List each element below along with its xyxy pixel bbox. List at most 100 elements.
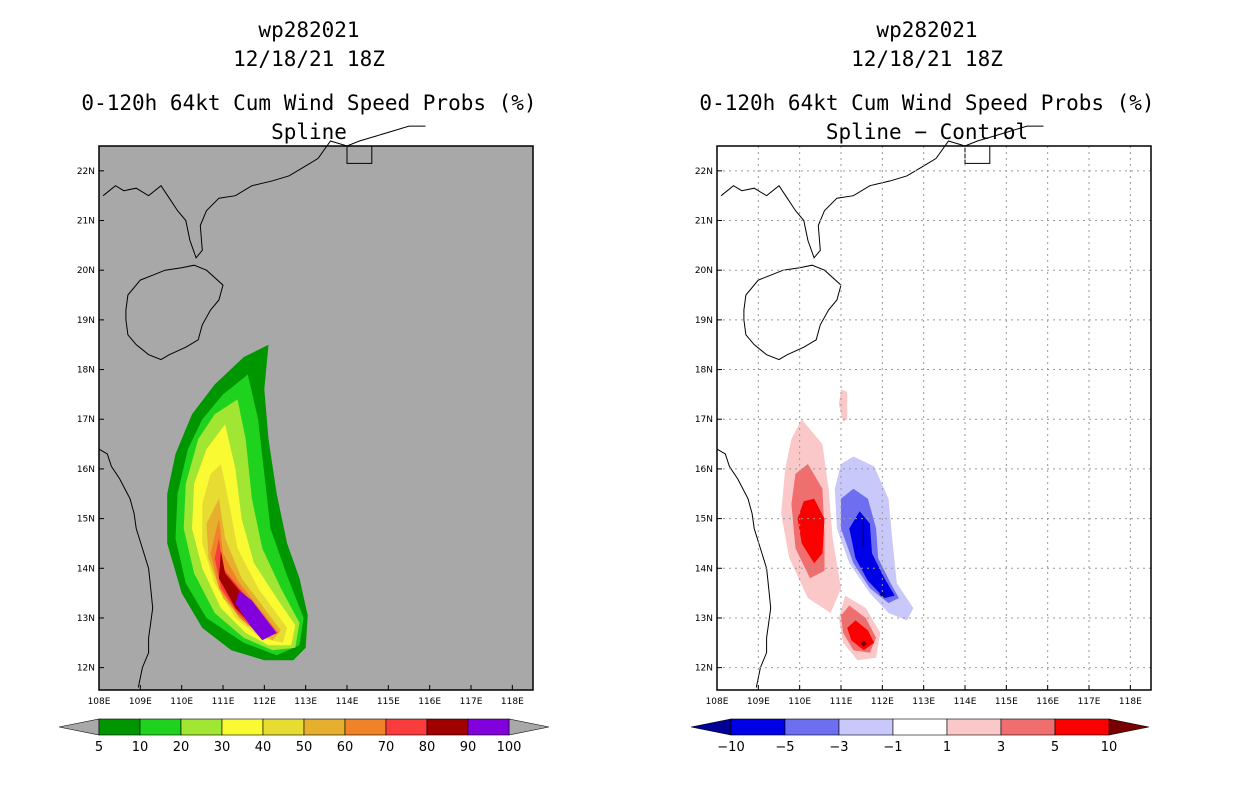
x-tick-label: 116E	[1036, 697, 1059, 707]
x-tick-label: 111E	[830, 697, 853, 707]
left-storm-id: wp282021	[258, 18, 360, 42]
y-tick-label: 14N	[77, 564, 95, 574]
x-tick-label: 116E	[418, 697, 441, 707]
y-tick-label: 19N	[77, 316, 95, 326]
y-tick-label: 13N	[695, 614, 713, 624]
colorbar-cell	[892, 718, 948, 736]
south-china-coastline	[720, 125, 1044, 259]
probability-band	[202, 464, 288, 643]
colorbar-label: −10	[717, 740, 744, 755]
colorbar-label: 90	[460, 740, 477, 755]
colorbar-cell	[784, 718, 840, 736]
colorbar-label: −5	[775, 740, 794, 755]
x-tick-label: 117E	[1078, 697, 1101, 707]
difference-band	[862, 521, 865, 546]
y-tick-label: 18N	[77, 366, 95, 376]
colorbar-label: 5	[95, 740, 103, 755]
x-tick-label: 118E	[501, 697, 524, 707]
colorbar-label: 30	[214, 740, 231, 755]
colorbar-label: 10	[1101, 740, 1118, 755]
difference-band	[849, 511, 895, 599]
colorbar-label: 10	[132, 740, 149, 755]
y-tick-label: 15N	[77, 515, 95, 525]
x-tick-label: 115E	[995, 697, 1018, 707]
y-tick-label: 20N	[77, 266, 95, 276]
right-product-title: 0-120h 64kt Cum Wind Speed Probs (%)	[699, 91, 1155, 115]
colorbar-cell	[946, 718, 1002, 736]
x-tick-label: 118E	[1119, 697, 1142, 707]
colorbar-label: 60	[337, 740, 354, 755]
colorbar-label: 100	[497, 740, 522, 755]
vietnam-coastline	[98, 448, 154, 688]
colorbar-cell	[98, 718, 141, 736]
x-tick-label: 113E	[294, 697, 317, 707]
y-tick-label: 14N	[695, 564, 713, 574]
difference-band	[860, 640, 867, 647]
x-tick-label: 113E	[912, 697, 935, 707]
colorbar-cell	[180, 718, 223, 736]
probability-contours	[167, 344, 308, 661]
colorbar-cell	[730, 718, 786, 736]
y-tick-label: 22N	[695, 167, 713, 177]
colorbar-cell	[838, 718, 894, 736]
south-china-coastline	[102, 125, 426, 259]
right-chart: 108E 109E 110E 111E 112E 113E 114E 115E 116E 117E…	[690, 125, 1152, 755]
colorbar-label: 70	[378, 740, 395, 755]
colorbar-label: 20	[173, 740, 190, 755]
plot-frame	[716, 145, 1152, 691]
y-tick-label: 16N	[695, 465, 713, 475]
colorbar-cell	[344, 718, 387, 736]
colorbar-cell	[467, 718, 510, 736]
colorbar-label: 1	[943, 740, 951, 755]
map-background	[717, 146, 1151, 690]
colorbar-cell	[262, 718, 305, 736]
y-tick-label: 17N	[77, 415, 95, 425]
x-tick-label: 115E	[377, 697, 400, 707]
x-tick-label: 110E	[170, 697, 193, 707]
probability-band	[235, 590, 277, 641]
colorbar-cell	[426, 718, 469, 736]
colorbar-label: −3	[829, 740, 848, 755]
x-tick-label: 110E	[788, 697, 811, 707]
right-panel: wp282021 12/18/21 18Z 0-120h 64kt Cum Wi…	[618, 0, 1236, 800]
left-panel: wp282021 12/18/21 18Z 0-120h 64kt Cum Wi…	[58, 18, 550, 755]
colorbar-cell	[1000, 718, 1056, 736]
colorbar-label: 3	[997, 740, 1005, 755]
y-tick-label: 21N	[77, 217, 95, 227]
colorbar-label: 40	[255, 740, 272, 755]
map-background	[99, 146, 533, 690]
x-tick-label: 114E	[336, 697, 359, 707]
gridlines	[717, 146, 1151, 690]
colorbar-label: −1	[883, 740, 902, 755]
y-tick-label: 21N	[695, 217, 713, 227]
coastlines	[98, 125, 426, 688]
x-tick-label: 114E	[954, 697, 977, 707]
difference-band	[797, 498, 825, 564]
colorbar-cell	[1054, 718, 1110, 736]
y-tick-label: 16N	[77, 465, 95, 475]
x-tick-label: 117E	[460, 697, 483, 707]
y-tick-label: 13N	[77, 614, 95, 624]
colorbar-cell	[221, 718, 264, 736]
hainan-island-outline	[743, 264, 842, 361]
left-product-title: 0-120h 64kt Cum Wind Speed Probs (%)	[81, 91, 537, 115]
left-subtitle: Spline	[271, 120, 347, 144]
colorbar-cell	[303, 718, 346, 736]
x-tick-label: 108E	[88, 697, 111, 707]
y-tick-label: 19N	[695, 316, 713, 326]
colorbar-cell	[139, 718, 182, 736]
axes-group: 108E 109E 110E 111E 112E 113E 114E 115E 116E 117E…	[695, 145, 1152, 707]
difference-contours	[781, 389, 914, 661]
colorbar-extend-high	[1108, 718, 1150, 736]
left-datetime: 12/18/21 18Z	[233, 47, 385, 71]
axes-group: 108E 109E 110E 111E 112E 113E 114E 115E 116E 117E…	[77, 145, 534, 707]
colorbar-extend-high	[508, 718, 550, 736]
right-storm-id: wp282021	[876, 18, 978, 42]
y-tick-label: 12N	[77, 664, 95, 674]
x-tick-label: 108E	[706, 697, 729, 707]
x-tick-label: 112E	[253, 697, 276, 707]
x-tick-label: 112E	[871, 697, 894, 707]
difference-band	[838, 389, 848, 422]
colorbar: 5 10 20 30 40 50 60 70 80 90 100	[58, 718, 550, 755]
difference-band	[879, 590, 886, 598]
